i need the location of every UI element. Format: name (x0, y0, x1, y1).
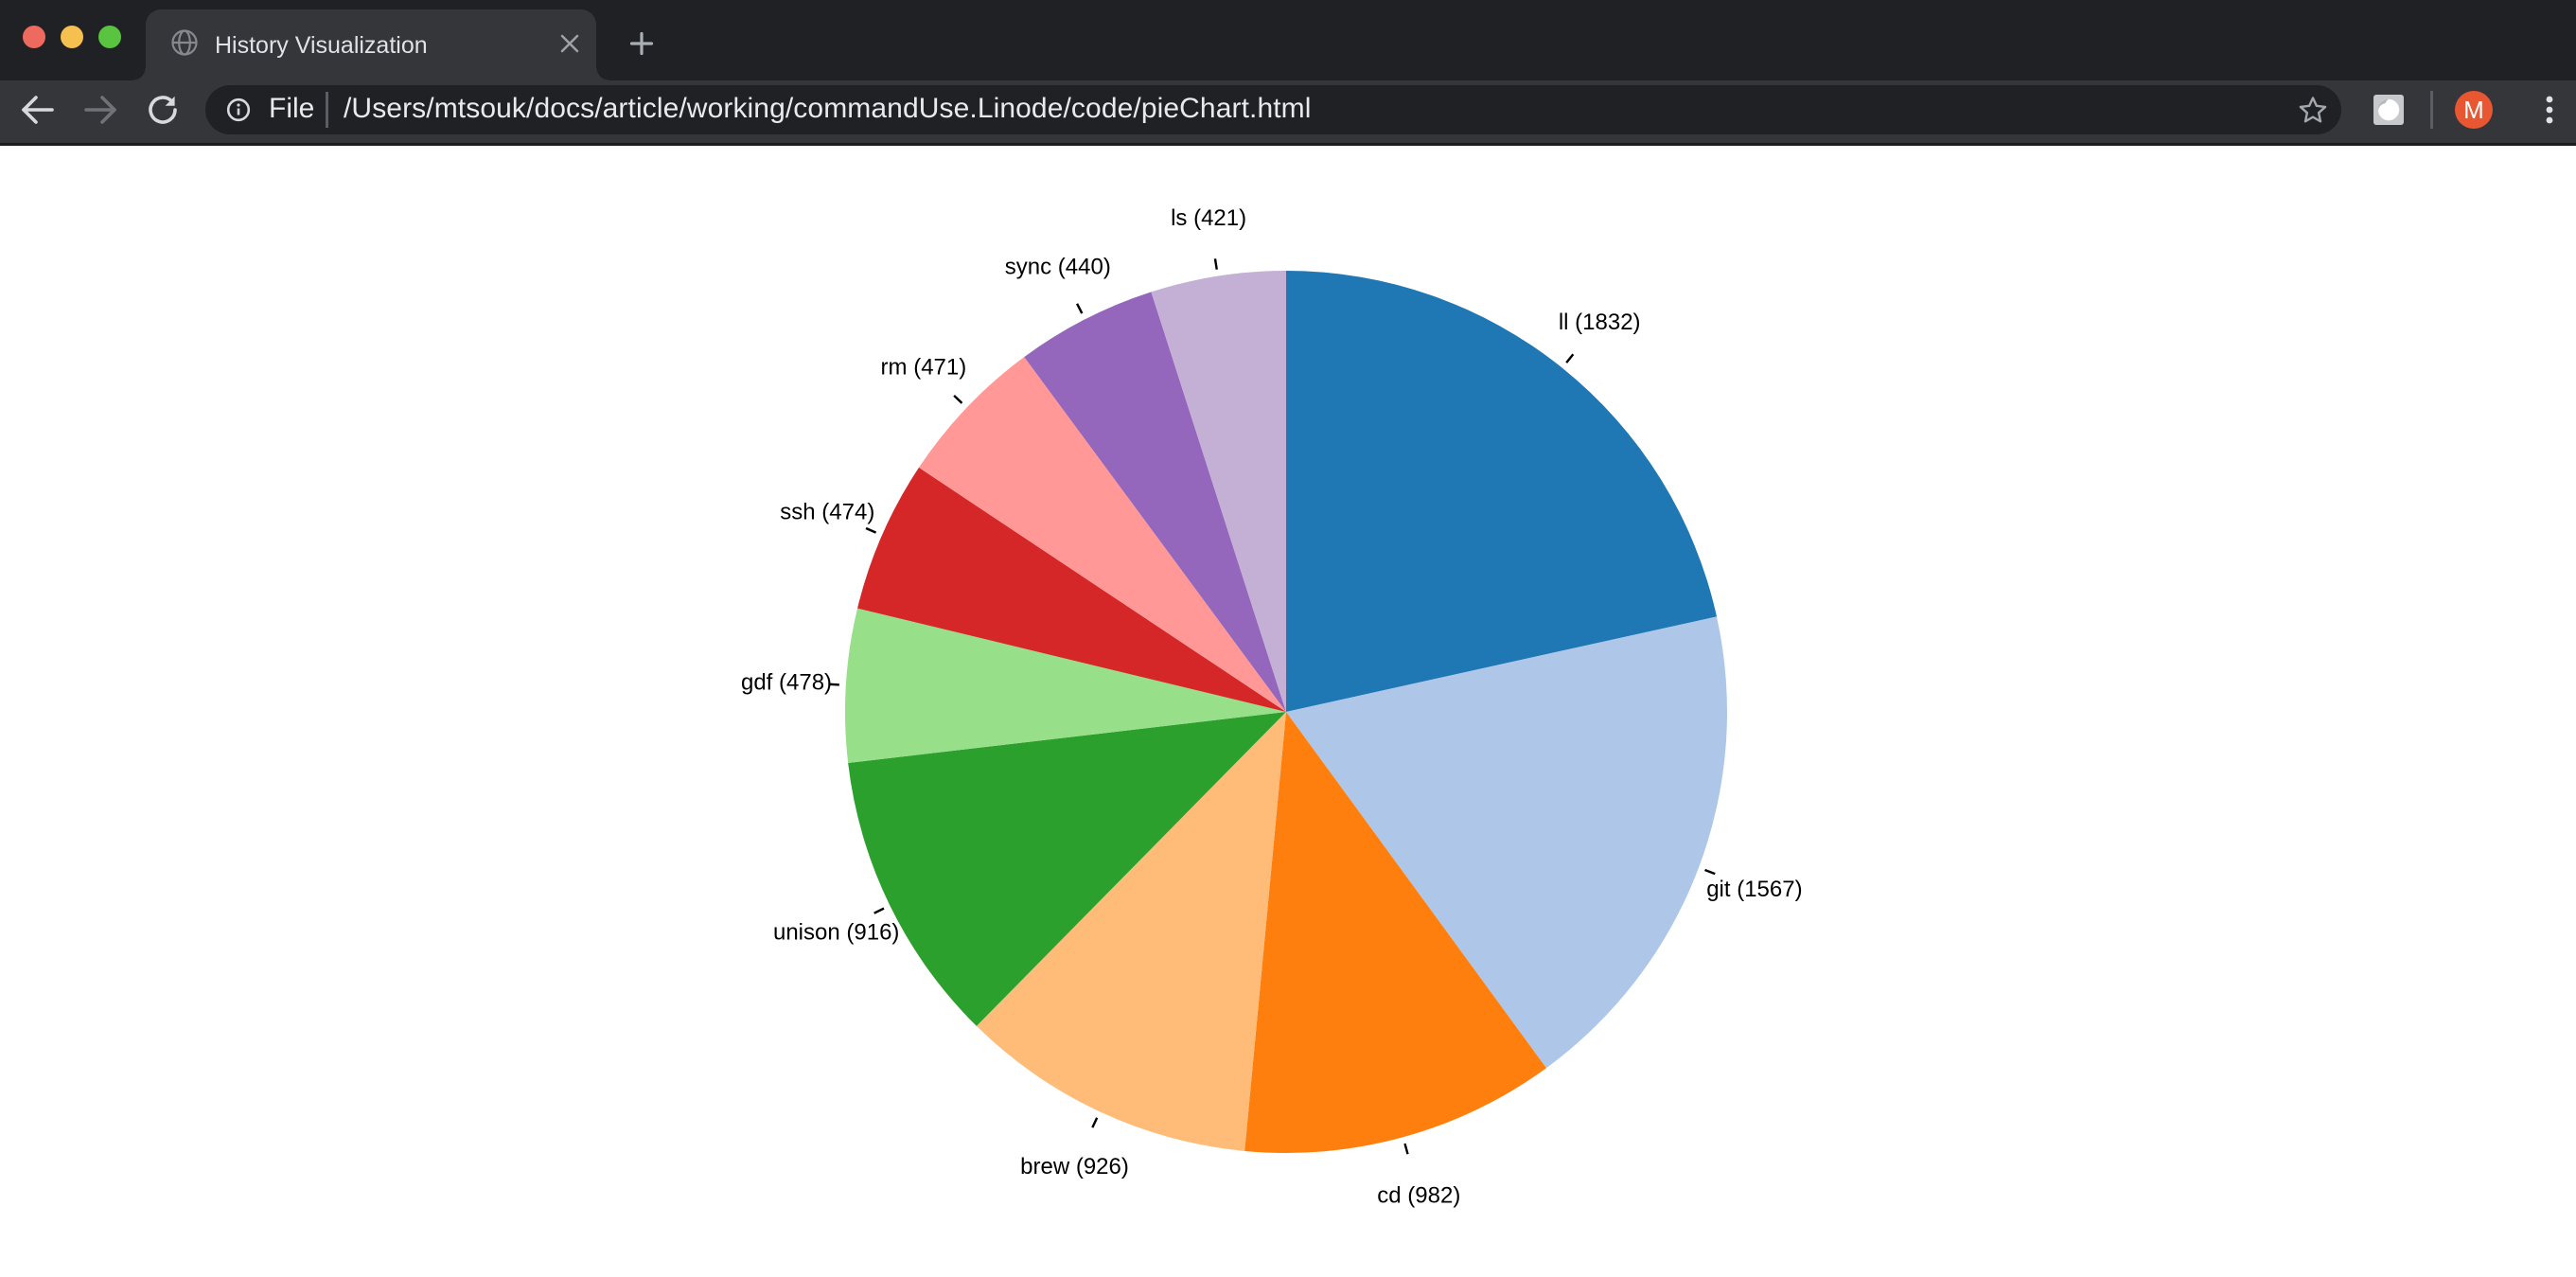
svg-text:gdf (478): gdf (478) (741, 670, 832, 696)
svg-text:cd (982): cd (982) (1377, 1182, 1460, 1208)
svg-text:brew (926): brew (926) (1020, 1154, 1129, 1179)
svg-text:unison (916): unison (916) (773, 920, 899, 946)
svg-text:rm (471): rm (471) (881, 355, 967, 381)
svg-text:ll (1832): ll (1832) (1559, 310, 1641, 335)
svg-text:ls (421): ls (421) (1171, 205, 1246, 231)
svg-text:sync (440): sync (440) (1005, 255, 1111, 280)
svg-text:git (1567): git (1567) (1706, 877, 1802, 902)
svg-text:ssh (474): ssh (474) (780, 500, 874, 525)
